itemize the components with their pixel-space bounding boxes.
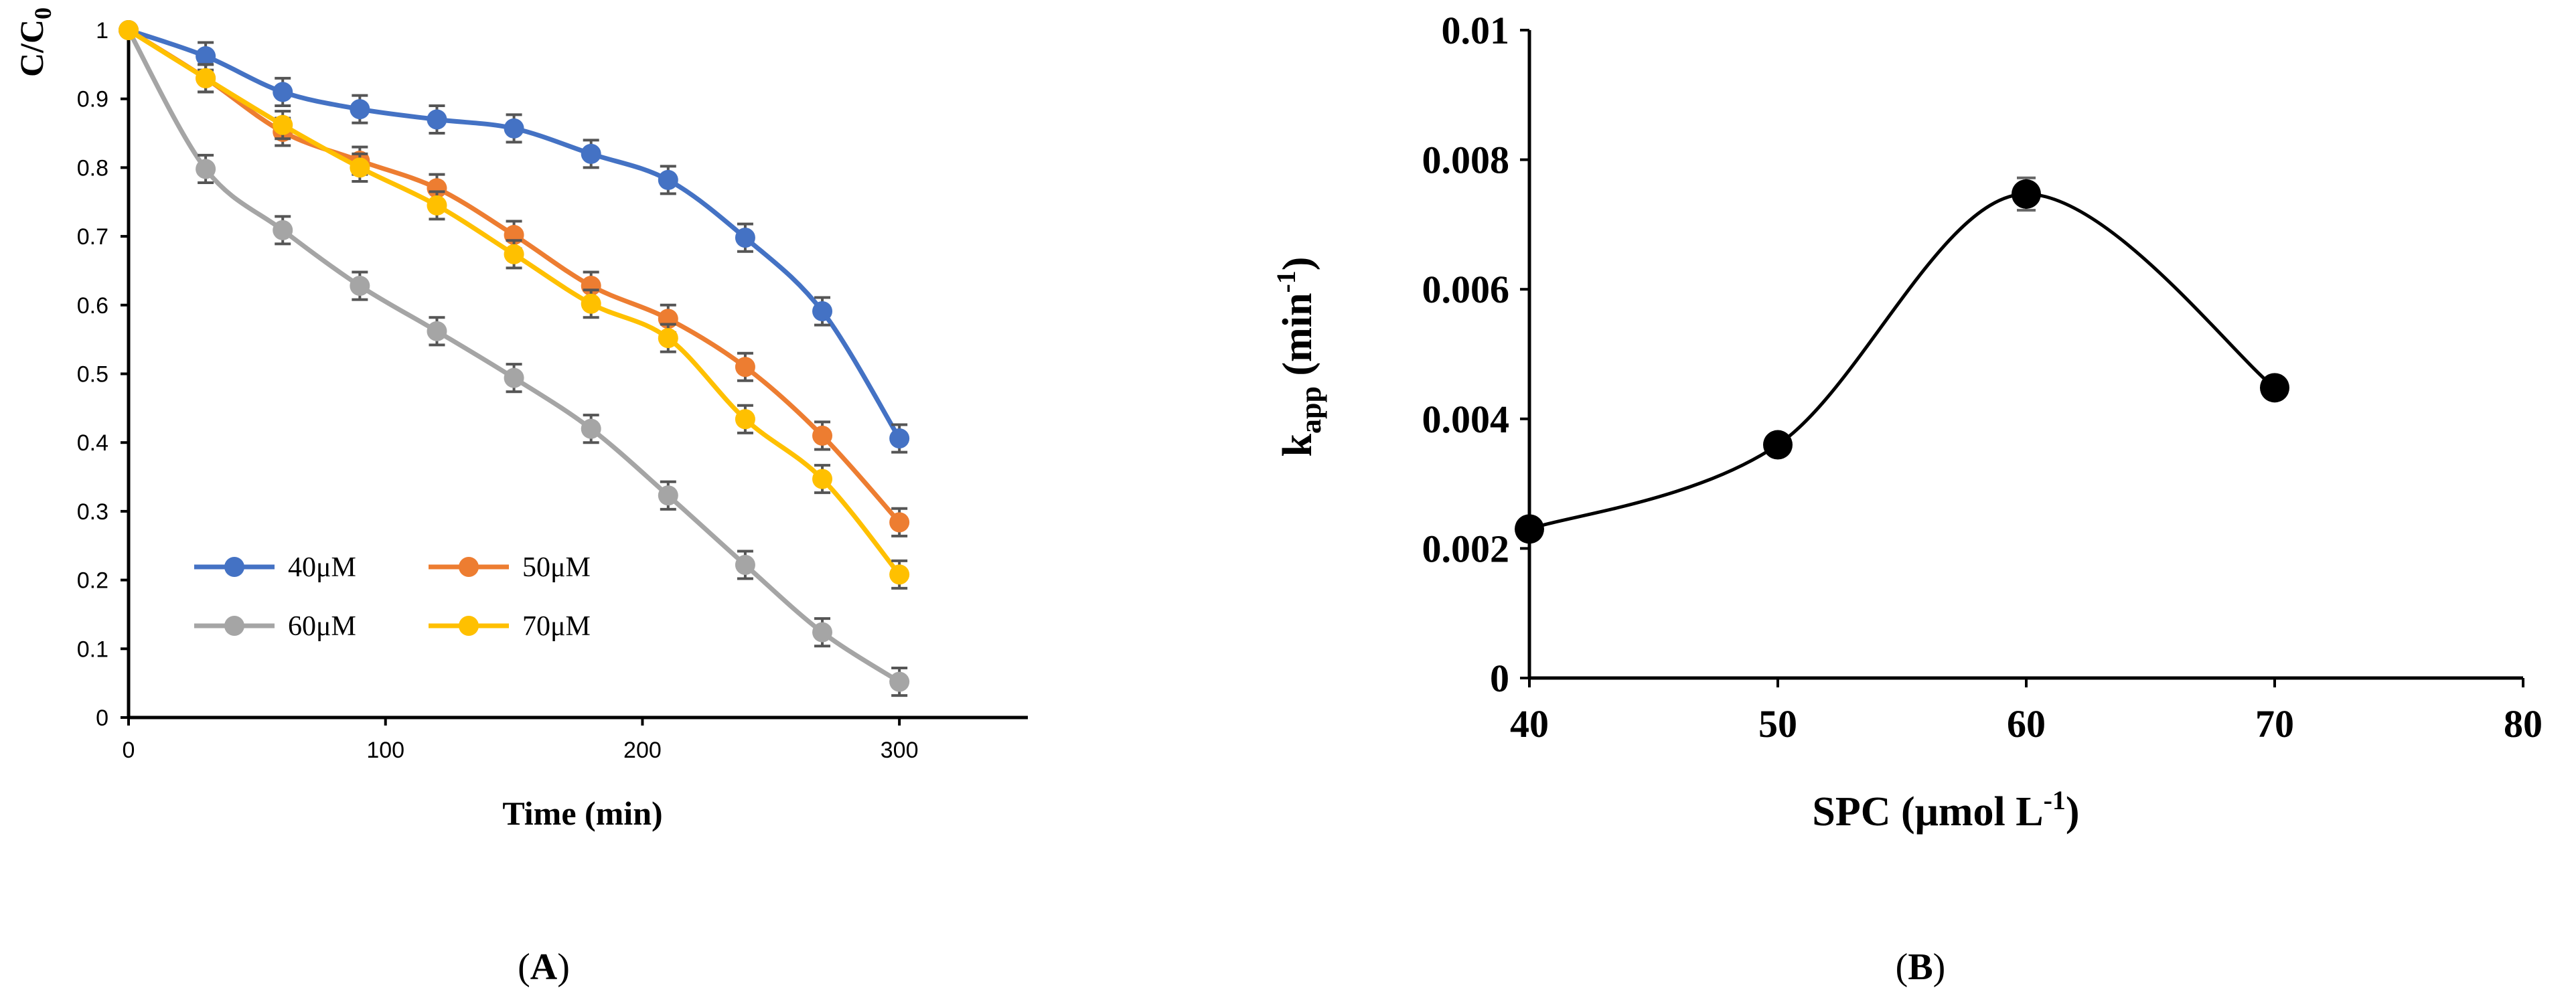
panel-a-data-point xyxy=(427,178,447,199)
panel-a-data-point xyxy=(273,82,293,102)
panel-a-y-tick-label: 0.2 xyxy=(77,568,108,594)
panel-b-y-tick-label: 0.002 xyxy=(1422,527,1510,570)
panel-a-data-point xyxy=(812,301,833,322)
panel-a-data-point xyxy=(427,109,447,130)
panel-a-data-point xyxy=(504,244,524,264)
panel-a-chart: 0 0.1 0.2 0.3 0.4 0.5 0.6 0.7 0.8 0.9 1 0 100 200 300… xyxy=(13,7,1028,832)
panel-b-x-tick-label: 50 xyxy=(1758,702,1797,746)
panel-a-data-point xyxy=(812,622,833,643)
legend-swatch-marker xyxy=(224,557,244,577)
panel-a-data-point xyxy=(196,68,216,88)
panel-a-series-line xyxy=(127,28,901,576)
panel-b-y-tick-label: 0 xyxy=(1490,657,1509,700)
panel-a-data-point xyxy=(504,118,524,139)
legend-label: 60μM xyxy=(288,611,356,642)
legend-label: 50μM xyxy=(522,552,591,583)
panel-a-x-tick-label: 300 xyxy=(881,738,919,763)
legend-label: 40μM xyxy=(288,552,356,583)
panel-a-data-point xyxy=(427,321,447,341)
panel-a-data-point xyxy=(889,428,910,449)
panel-a-series-0 xyxy=(119,20,910,454)
panel-a-data-point xyxy=(504,367,524,388)
panel-a-data-point xyxy=(889,671,910,692)
panel-a-data-point xyxy=(812,425,833,446)
panel-a-label: (A) xyxy=(518,946,570,988)
panel-a-data-point xyxy=(889,564,910,585)
panel-a-y-tick-label: 0.8 xyxy=(77,155,108,181)
panel-a-x-label: Time (min) xyxy=(502,794,662,832)
legend-swatch-marker xyxy=(459,616,479,636)
panel-a-series-1 xyxy=(119,20,910,537)
panel-a-y-tick-label: 1 xyxy=(96,18,108,44)
panel-b-x-tick-label: 60 xyxy=(2007,702,2046,746)
panel-a-data-point xyxy=(658,169,678,190)
panel-b-x-tick-label: 40 xyxy=(1510,702,1549,746)
panel-b-y-tick-label: 0.004 xyxy=(1422,398,1510,441)
panel-a-y-tick-label: 0.3 xyxy=(77,499,108,525)
panel-a-data-point xyxy=(273,220,293,240)
panel-a-data-point xyxy=(581,418,601,439)
panel-b-y-tick-label: 0.006 xyxy=(1422,268,1510,311)
panel-b-x-tick-label: 80 xyxy=(2504,702,2543,746)
panel-b-data-point xyxy=(2260,373,2289,403)
panel-b-x-label: SPC (μmol L-1) xyxy=(1812,785,2079,835)
panel-a-data-point xyxy=(735,228,755,248)
panel-a-x-tick-label: 200 xyxy=(623,738,662,763)
panel-b-trend-curve xyxy=(1529,192,2276,531)
panel-a-y-tick-label: 0.4 xyxy=(77,430,108,456)
panel-b-data-point xyxy=(1763,430,1793,460)
panel-a-y-label: C/C0 xyxy=(13,7,56,77)
panel-a-x-tick-label: 0 xyxy=(123,738,135,763)
panel-a-data-point xyxy=(196,46,216,67)
panel-a-data-point xyxy=(350,157,370,178)
panel-a-data-point xyxy=(427,195,447,216)
panel-a-data-point xyxy=(889,512,910,533)
panel-a-data-point xyxy=(581,143,601,164)
legend-swatch-marker xyxy=(224,616,244,636)
panel-a-data-point xyxy=(581,293,601,314)
panel-b-y-tick-label: 0.008 xyxy=(1422,139,1510,182)
panel-a-y-tick-label: 0.5 xyxy=(77,362,108,388)
panel-a-y-tick-label: 0.7 xyxy=(77,224,108,250)
panel-a-y-tick-label: 0.1 xyxy=(77,637,108,662)
panel-a-y-tick-label: 0.9 xyxy=(77,87,108,112)
legend-swatch-marker xyxy=(459,557,479,577)
panel-b-label: (B) xyxy=(1896,946,1946,988)
panel-a-data-point xyxy=(735,409,755,430)
panel-b-y-tick-label: 0.01 xyxy=(1442,9,1510,52)
panel-a-series-line xyxy=(127,27,902,440)
panel-a-data-point xyxy=(273,114,293,135)
panel-a-x-tick-label: 100 xyxy=(366,738,404,763)
panel-a-data-point xyxy=(735,357,755,377)
panel-a-data-point xyxy=(119,20,139,40)
panel-b-data-point xyxy=(2012,179,2041,209)
panel-b-y-label: kapp (min-1) xyxy=(1271,257,1327,457)
panel-a-data-point xyxy=(350,99,370,120)
panel-b-x-tick-label: 70 xyxy=(2255,702,2294,746)
panel-a-y-tick-label: 0 xyxy=(96,705,108,731)
panel-a-y-tick-label: 0.6 xyxy=(77,293,108,319)
panel-a-data-point xyxy=(350,276,370,297)
panel-a-data-point xyxy=(735,555,755,576)
panel-b-chart: 0 0.002 0.004 0.006 0.008 0.01 40 50 60 70 80 kap… xyxy=(1271,9,2543,835)
panel-b-data-point xyxy=(1515,514,1544,544)
panel-a-data-point xyxy=(812,469,833,489)
panel-a-data-point xyxy=(658,328,678,349)
panel-a-data-point xyxy=(196,159,216,179)
legend-label: 70μM xyxy=(522,611,591,642)
panel-a-data-point xyxy=(658,485,678,506)
panel-a-series-3 xyxy=(119,20,910,590)
